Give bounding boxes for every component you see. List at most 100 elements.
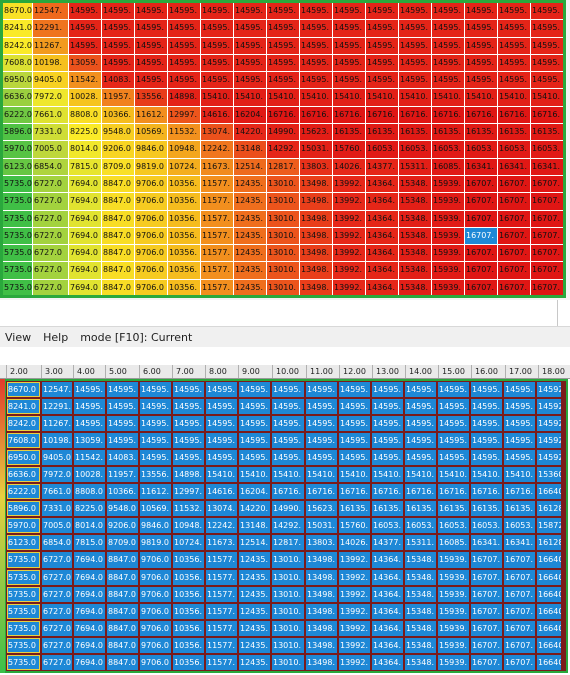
heatmap-cell[interactable]: 15872.: [564, 141, 566, 158]
table-cell[interactable]: 16135.: [404, 500, 437, 518]
table-cell[interactable]: 16135.: [470, 500, 503, 518]
table-cell[interactable]: 9706.0: [139, 653, 172, 671]
heatmap-cell[interactable]: 14595.: [333, 3, 366, 21]
table-cell[interactable]: 14595.: [73, 398, 106, 416]
table-cell[interactable]: 13148.: [238, 517, 271, 535]
table-cell[interactable]: 14595.: [503, 381, 536, 399]
heatmap-cell[interactable]: 15348.: [399, 193, 432, 211]
heatmap-cell[interactable]: 16707.: [498, 245, 531, 263]
heatmap-cell[interactable]: 13059.: [69, 54, 102, 73]
table-cell[interactable]: 5970.0: [6, 517, 41, 535]
table-cell[interactable]: 11577.: [205, 653, 238, 671]
heatmap-cell[interactable]: 16707.: [531, 245, 563, 263]
heatmap-cell[interactable]: 15031.: [300, 141, 333, 159]
table-cell[interactable]: 16716.: [371, 483, 404, 501]
table-cell[interactable]: 16204.: [238, 483, 271, 501]
heatmap-cell[interactable]: 13010.: [267, 210, 300, 228]
heatmap-cell[interactable]: 14595.: [201, 54, 234, 73]
table-cell[interactable]: 13803.: [305, 534, 338, 552]
table-cell[interactable]: 6950.0: [6, 449, 41, 467]
heatmap-cell[interactable]: 14595.: [399, 37, 432, 55]
heatmap-cell[interactable]: 15348.: [399, 175, 432, 194]
column-header[interactable]: 10.00: [272, 365, 306, 378]
heatmap-cell[interactable]: 15410.: [234, 89, 267, 107]
heatmap-cell[interactable]: 12435.: [234, 279, 267, 295]
heatmap-cell[interactable]: 13498.: [300, 262, 333, 280]
table-cell[interactable]: 15410.: [305, 466, 338, 484]
table-cell[interactable]: 7694.0: [73, 602, 106, 620]
heatmap-cell[interactable]: 8847.0: [102, 279, 135, 295]
table-cell[interactable]: 15872: [536, 517, 562, 535]
table-cell[interactable]: 16707.: [470, 568, 503, 586]
table-cell[interactable]: 16640: [536, 483, 562, 501]
table-cell[interactable]: 12435.: [238, 585, 271, 603]
heatmap-cell[interactable]: 9706.0: [135, 245, 168, 263]
table-cell[interactable]: 8847.0: [106, 636, 139, 654]
table-cell[interactable]: 11577.: [205, 619, 238, 637]
heatmap-cell[interactable]: 13992.: [333, 210, 366, 228]
table-cell[interactable]: 10356.: [172, 551, 205, 569]
column-header[interactable]: 3.00: [41, 365, 73, 378]
column-header[interactable]: 11.00: [306, 365, 339, 378]
table-cell[interactable]: 14220.: [238, 500, 271, 518]
table-cell[interactable]: 8847.0: [106, 602, 139, 620]
heatmap-cell[interactable]: 15410.: [267, 89, 300, 107]
table-cell[interactable]: 14595.: [371, 381, 404, 399]
heatmap-cell[interactable]: 15410.: [366, 89, 399, 107]
heatmap-cell[interactable]: 13074.: [201, 124, 234, 142]
table-cell[interactable]: 16341.: [503, 534, 536, 552]
table-cell[interactable]: 14595.: [106, 398, 139, 416]
table-cell[interactable]: 14595.: [271, 449, 305, 467]
heatmap-cell[interactable]: 14595.: [465, 3, 498, 21]
table-cell[interactable]: 8847.0: [106, 551, 139, 569]
heatmap-cell[interactable]: 7694.0: [69, 262, 102, 280]
table-cell[interactable]: 6727.0: [41, 551, 73, 569]
heatmap-cell[interactable]: 15410.: [531, 89, 563, 107]
table-cell[interactable]: 14595.: [470, 432, 503, 450]
table-cell[interactable]: 16085.: [437, 534, 470, 552]
heatmap-cell[interactable]: 11542.: [69, 72, 102, 90]
table-cell[interactable]: 5735.0: [6, 568, 41, 586]
table-cell[interactable]: 14595.: [205, 432, 238, 450]
heatmap-cell[interactable]: 16640.: [564, 211, 566, 228]
heatmap-cell[interactable]: 14595.: [333, 54, 366, 73]
table-cell[interactable]: 13992.: [338, 602, 371, 620]
table-cell[interactable]: 16716.: [437, 483, 470, 501]
table-cell[interactable]: 9706.0: [139, 619, 172, 637]
heatmap-cell[interactable]: 16053.: [366, 141, 399, 159]
heatmap-cell[interactable]: 7694.0: [69, 210, 102, 228]
heatmap-cell[interactable]: 11577.: [201, 193, 234, 211]
table-cell[interactable]: 14595.: [271, 415, 305, 433]
heatmap-cell[interactable]: 14026.: [333, 158, 366, 176]
heatmap-cell[interactable]: 13803.: [300, 158, 333, 176]
heatmap-cell[interactable]: 15410.: [300, 89, 333, 107]
heatmap-cell[interactable]: 14364.: [366, 279, 399, 295]
table-cell[interactable]: 14595.: [172, 432, 205, 450]
heatmap-cell[interactable]: 13148.: [234, 141, 267, 159]
column-header[interactable]: 9.00: [238, 365, 272, 378]
heatmap-cell[interactable]: 14595.: [465, 72, 498, 90]
heatmap-cell[interactable]: 9846.0: [135, 141, 168, 159]
table-cell[interactable]: 16640: [536, 585, 562, 603]
table-cell[interactable]: 11542.: [73, 449, 106, 467]
heatmap-cell[interactable]: 8225.0: [69, 124, 102, 142]
table-cell[interactable]: 7694.0: [73, 653, 106, 671]
heatmap-cell[interactable]: 16053.: [531, 141, 563, 159]
column-header[interactable]: 7.00: [172, 365, 205, 378]
table-cell[interactable]: 14595.: [73, 381, 106, 399]
heatmap-cell[interactable]: 15311.: [399, 158, 432, 176]
heatmap-cell[interactable]: 6123.0: [3, 158, 33, 176]
heatmap-cell[interactable]: 8847.0: [102, 193, 135, 211]
heatmap-cell[interactable]: 13556.: [135, 89, 168, 107]
heatmap-cell[interactable]: 16716.: [300, 106, 333, 125]
table-cell[interactable]: 10948.: [172, 517, 205, 535]
table-cell[interactable]: 14595.: [470, 381, 503, 399]
table-cell[interactable]: 13010.: [271, 568, 305, 586]
heatmap-cell[interactable]: 14595.: [498, 37, 531, 55]
table-cell[interactable]: 15348.: [404, 551, 437, 569]
heatmap-cell[interactable]: 9206.0: [102, 141, 135, 159]
table-cell[interactable]: 14595.: [371, 449, 404, 467]
table-cell[interactable]: 12435.: [238, 602, 271, 620]
heatmap-cell[interactable]: 14595.: [201, 3, 234, 21]
table-cell[interactable]: 5735.0: [6, 602, 41, 620]
